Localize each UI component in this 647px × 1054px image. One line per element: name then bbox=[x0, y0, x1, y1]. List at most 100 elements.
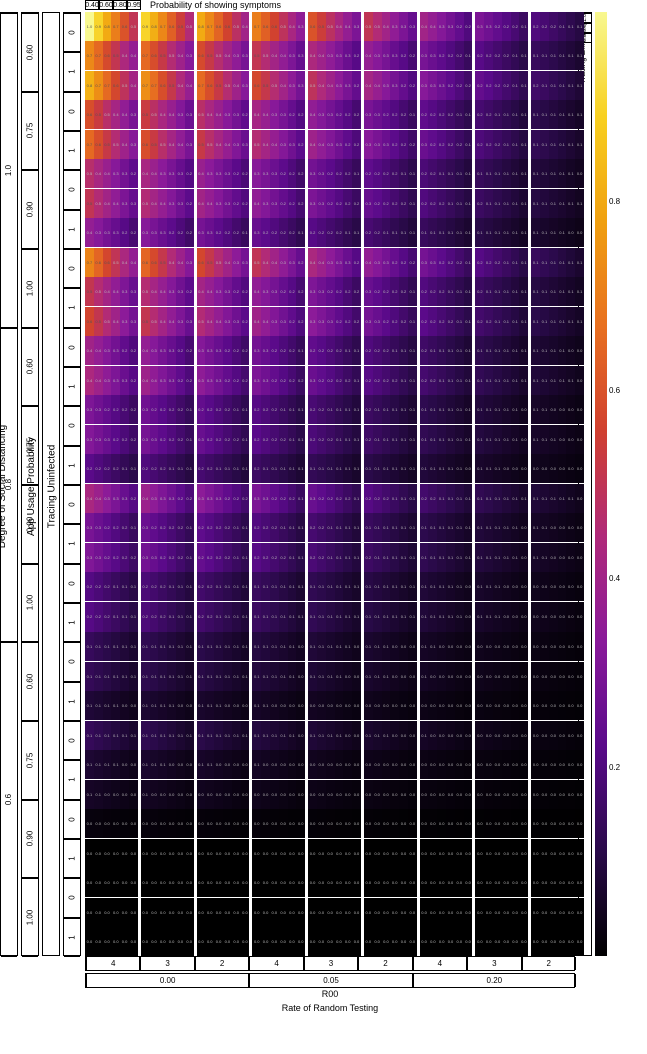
hm-cell: 0.1 bbox=[484, 572, 493, 601]
hm-cell: 0.2 bbox=[158, 395, 167, 424]
hm-cell: 0.0 bbox=[270, 868, 279, 897]
hm-cell: 0.0 bbox=[493, 721, 502, 750]
hm-cell: 0.0 bbox=[575, 780, 584, 809]
hm-cell: 0.3 bbox=[176, 307, 185, 336]
hm-cell: 0.2 bbox=[446, 248, 455, 277]
seg-r00: 2 bbox=[358, 957, 412, 970]
hm-cell: 0.1 bbox=[252, 632, 261, 661]
hm-cell: 0.0 bbox=[558, 750, 567, 779]
hm-cell: 0.1 bbox=[484, 425, 493, 454]
hm-cell: 0.1 bbox=[279, 632, 288, 661]
hm-cell: 0.0 bbox=[428, 662, 437, 691]
hm-cell: 0.2 bbox=[129, 484, 138, 513]
seg-au: 1.00 bbox=[22, 564, 38, 643]
hm-cell: 0.7 bbox=[94, 71, 103, 100]
hm-cell: 0.3 bbox=[120, 366, 129, 395]
hm-cell: 0.0 bbox=[141, 809, 150, 838]
hm-cell: 0.1 bbox=[464, 218, 473, 247]
hm-cell: 0.0 bbox=[575, 721, 584, 750]
hm-cell: 0.1 bbox=[352, 366, 361, 395]
hm-cell: 0.0 bbox=[549, 513, 558, 542]
hm-cell: 0.2 bbox=[390, 159, 399, 188]
hm-cell: 0.0 bbox=[158, 839, 167, 868]
hm-cell: 0.1 bbox=[549, 71, 558, 100]
hm-cell: 0.1 bbox=[232, 395, 241, 424]
hm-cell: 0.0 bbox=[308, 839, 317, 868]
hm-cell: 0.0 bbox=[428, 721, 437, 750]
hm-cell: 0.2 bbox=[317, 484, 326, 513]
hm-cell: 0.1 bbox=[176, 572, 185, 601]
hm-cell: 0.2 bbox=[176, 395, 185, 424]
hm-cell: 0.1 bbox=[558, 100, 567, 129]
hm-cell: 0.1 bbox=[214, 691, 223, 720]
hm-cell: 0.1 bbox=[549, 159, 558, 188]
hm-cell: 0.2 bbox=[85, 454, 94, 483]
hm-cell: 0.5 bbox=[141, 100, 150, 129]
hm-cell: 0.1 bbox=[197, 632, 206, 661]
hm-cell: 0.1 bbox=[519, 12, 528, 41]
hm-cell: 0.1 bbox=[141, 721, 150, 750]
hm-cell: 0.2 bbox=[364, 336, 373, 365]
hm-cell: 0.6 bbox=[197, 248, 206, 277]
hm-cell: 0.0 bbox=[511, 898, 520, 927]
hm-cell: 0.1 bbox=[446, 336, 455, 365]
hm-cell: 0.2 bbox=[129, 395, 138, 424]
hm-cell: 0.3 bbox=[141, 543, 150, 572]
hm-row: 0.10.10.00.00.00.00.10.00.00.00.00.00.00… bbox=[85, 780, 575, 809]
hm-cell: 0.4 bbox=[120, 248, 129, 277]
hm-cell: 0.3 bbox=[150, 484, 159, 513]
hm-cell: 0.1 bbox=[308, 721, 317, 750]
hm-cell: 0.1 bbox=[326, 454, 335, 483]
hm-cell: 0.2 bbox=[308, 395, 317, 424]
hm-cell: 0.3 bbox=[270, 189, 279, 218]
hm-cell: 0.0 bbox=[120, 927, 129, 956]
hm-cell: 0.3 bbox=[296, 12, 305, 41]
hm-cell: 0.0 bbox=[288, 898, 297, 927]
hm-cell: 0.0 bbox=[519, 898, 528, 927]
hm-cell: 0.0 bbox=[446, 927, 455, 956]
hm-row: 0.20.20.20.10.10.10.20.20.20.10.10.10.20… bbox=[85, 602, 575, 631]
hm-cell: 0.3 bbox=[129, 189, 138, 218]
hm-cell: 0.0 bbox=[343, 868, 352, 897]
hm-cell: 0.2 bbox=[475, 130, 484, 159]
seg-au: 0.75 bbox=[22, 406, 38, 485]
hm-cell: 0.2 bbox=[343, 484, 352, 513]
hm-cell: 0.0 bbox=[326, 898, 335, 927]
hm-cell: 0.0 bbox=[549, 721, 558, 750]
hm-cell: 0.2 bbox=[343, 100, 352, 129]
hm-cell: 0.0 bbox=[176, 750, 185, 779]
hm-cell: 0.0 bbox=[252, 898, 261, 927]
hm-cell: 0.3 bbox=[308, 366, 317, 395]
hm-cell: 0.0 bbox=[223, 839, 232, 868]
hm-cell: 0.0 bbox=[241, 780, 250, 809]
hm-cell: 0.1 bbox=[502, 513, 511, 542]
axis-app-usage: App Usage Probability 0.600.750.901.000.… bbox=[21, 12, 39, 956]
hm-cell: 0.0 bbox=[270, 927, 279, 956]
hm-cell: 0.1 bbox=[558, 12, 567, 41]
hm-cell: 0.1 bbox=[373, 632, 382, 661]
hm-cell: 0.1 bbox=[205, 750, 214, 779]
hm-cell: 0.2 bbox=[103, 602, 112, 631]
seg-sd: 0.8 bbox=[1, 328, 17, 643]
hm-cell: 0.2 bbox=[308, 218, 317, 247]
hm-cell: 0.1 bbox=[279, 395, 288, 424]
hm-cell: 0.3 bbox=[343, 41, 352, 70]
hm-cell: 0.0 bbox=[446, 721, 455, 750]
hm-cell: 0.0 bbox=[176, 927, 185, 956]
hm-cell: 0.3 bbox=[317, 100, 326, 129]
hm-cell: 0.0 bbox=[566, 602, 575, 631]
hm-cell: 0.1 bbox=[205, 662, 214, 691]
hm-cell: 0.1 bbox=[205, 691, 214, 720]
hm-cell: 0.2 bbox=[420, 277, 429, 306]
hm-cell: 0.0 bbox=[437, 632, 446, 661]
hm-cell: 0.1 bbox=[464, 336, 473, 365]
hm-cell: 0.1 bbox=[141, 662, 150, 691]
hm-cell: 0.3 bbox=[373, 307, 382, 336]
hm-cell: 0.2 bbox=[270, 366, 279, 395]
hm-cell: 0.0 bbox=[428, 927, 437, 956]
hm-cell: 0.2 bbox=[352, 248, 361, 277]
hm-cell: 0.1 bbox=[120, 632, 129, 661]
hm-cell: 0.2 bbox=[484, 307, 493, 336]
hm-cell: 0.0 bbox=[484, 750, 493, 779]
hm-cell: 0.2 bbox=[540, 12, 549, 41]
